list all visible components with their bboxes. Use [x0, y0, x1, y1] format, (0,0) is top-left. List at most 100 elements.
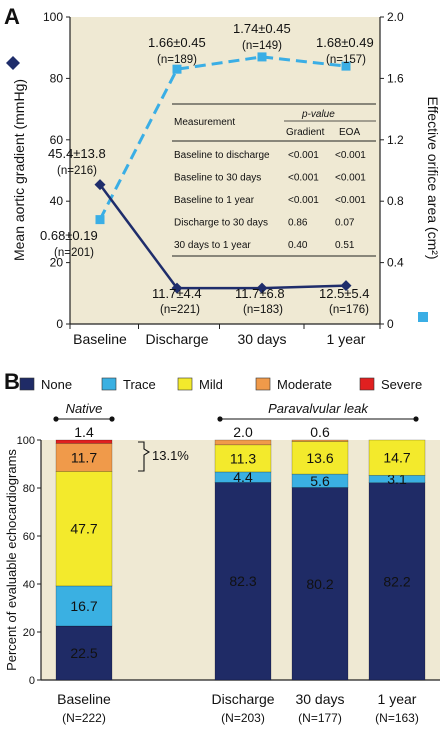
legend-swatch [101, 377, 117, 391]
gradient-n-discharge: (n=221) [160, 304, 200, 316]
x-category-label: 30 days [295, 691, 344, 707]
legend-label: Severe [381, 377, 422, 392]
x-n-label: (N=203) [221, 711, 265, 725]
panel-b-label: B [4, 369, 20, 394]
left-tick-label: 40 [50, 194, 64, 208]
left-tick-label: 0 [56, 317, 63, 331]
table-row-label: Baseline to 1 year [174, 195, 255, 206]
bar-segment-mild [368, 439, 426, 476]
bar-top-label: 1.4 [74, 424, 94, 440]
group-label-pvl: Paravalvular leak [268, 401, 369, 416]
eoa-annotation-30days: 1.74±0.45 [233, 21, 291, 36]
panel-a-left-ticks: 0 20 40 60 80 100 [43, 10, 70, 331]
bar-segment-label: 16.7 [70, 598, 97, 614]
eoa-annotation-1year: 1.68±0.49 [316, 35, 374, 50]
right-axis-title: Effective orifice area (cm²) [425, 96, 441, 259]
table-header-gradient: Gradient [286, 127, 325, 138]
table-cell-eoa: <0.001 [335, 173, 366, 184]
bar-segment-trace [214, 471, 272, 483]
bar-segment-none [291, 487, 349, 681]
table-cell-eoa: 0.51 [335, 240, 355, 251]
group-dot-pvl-right [413, 416, 419, 422]
panel-b-y-axis-title: Percent of evaluable echocardiograms [4, 449, 19, 671]
left-tick-label: 100 [43, 10, 63, 24]
bar-segment-label: 80.2 [306, 576, 333, 592]
legend-label: Moderate [277, 377, 332, 392]
bar-segment-label: 82.2 [383, 573, 410, 589]
table-header-measurement: Measurement [174, 117, 235, 128]
table-rows: Baseline to discharge <0.001 <0.001 Baselin… [174, 150, 366, 251]
panel-a-right-ticks: 0 0.4 0.8 1.2 1.6 2.0 [380, 10, 404, 331]
bar-discharge: 82.3 4.4 11.3 2.0 [214, 424, 272, 681]
bar-segment-moderate [214, 439, 272, 446]
table-cell-eoa: <0.001 [335, 195, 366, 206]
pvalue-table: p-value Measurement Gradient EOA Baselin… [172, 103, 376, 257]
panel-a-x-ticks: Baseline Discharge 30 days 1 year [69, 324, 381, 347]
bar-segment-severe [55, 439, 113, 444]
table-row-label: 30 days to 1 year [174, 240, 251, 251]
x-n-label: (N=222) [62, 711, 106, 725]
table-header-eoa: EOA [339, 127, 360, 138]
gradient-point [94, 179, 106, 191]
eoa-n-30days: (n=149) [242, 40, 282, 52]
x-category-label: 1 year [378, 691, 417, 707]
bar-segment-trace [55, 585, 113, 627]
x-n-label: (N=163) [375, 711, 419, 725]
panel-a-plot-area [70, 17, 380, 324]
right-tick-label: 2.0 [387, 10, 404, 24]
eoa-n-1year: (n=157) [326, 54, 366, 66]
y-tick-label: 80 [23, 483, 35, 495]
eoa-annotation-discharge: 1.66±0.45 [148, 35, 206, 50]
bar-segment-label: 5.6 [310, 473, 330, 489]
panel-b-y-ticks: 0 20 40 60 80 100 [17, 435, 41, 687]
bar-segment-moderate [55, 443, 113, 472]
bar-1-year: 82.23.114.7 [368, 439, 426, 681]
gradient-annotation-1year: 12.5±5.4 [319, 286, 370, 301]
gradient-n-30days: (n=183) [243, 304, 283, 316]
table-row-label: Baseline to 30 days [174, 173, 261, 184]
legend-swatch [19, 377, 35, 391]
group-dot-pvl-left [217, 416, 223, 422]
legend: None Trace Mild Moderate Severe [19, 377, 422, 392]
y-tick-label: 0 [29, 675, 35, 687]
legend-label: Mild [199, 377, 223, 392]
table-row-label: Discharge to 30 days [174, 218, 268, 229]
bar-segment-mild [291, 441, 349, 475]
gradient-n-1year: (n=176) [329, 304, 369, 316]
gradient-series [94, 179, 352, 294]
bar-segment-label: 13.6 [306, 450, 333, 466]
x-tick-label: 1 year [327, 331, 366, 347]
table-cell-gradient: 0.86 [288, 218, 308, 229]
bar-top-label: 2.0 [233, 424, 253, 440]
panel-a-label: A [4, 4, 20, 29]
eoa-n-baseline: (n=201) [54, 247, 94, 259]
x-tick-label: 30 days [237, 331, 286, 347]
eoa-point [95, 215, 105, 225]
bar-segment-mild [55, 471, 113, 587]
gradient-annotation-baseline: 45.4±13.8 [48, 146, 106, 161]
y-tick-label: 40 [23, 579, 35, 591]
left-tick-label: 20 [50, 256, 64, 270]
gradient-point [340, 280, 352, 292]
group-dot-native-right [109, 416, 115, 422]
legend-swatch [177, 377, 193, 391]
y-tick-label: 20 [23, 627, 35, 639]
bracket-label: 13.1% [152, 448, 189, 463]
bar-segment-moderate [291, 439, 349, 442]
bar-segment-label: 11.3 [230, 450, 256, 466]
eoa-n-discharge: (n=189) [157, 54, 197, 66]
gradient-legend-diamond-icon [6, 56, 20, 70]
bar-baseline: 22.5 16.7 47.7 11.7 1.4 [55, 424, 113, 681]
eoa-annotation-baseline: 0.68±0.19 [40, 228, 98, 243]
left-tick-label: 60 [50, 133, 64, 147]
y-tick-label: 60 [23, 531, 35, 543]
gradient-point [256, 282, 268, 294]
gradient-annotation-30days: 11.7±6.8 [235, 286, 285, 301]
right-tick-label: 0.8 [387, 194, 404, 208]
bar-segment-label: 4.4 [233, 469, 253, 485]
x-tick-label: Baseline [73, 331, 127, 347]
legend-swatch [359, 377, 375, 391]
moderate-bracket [138, 441, 151, 472]
eoa-point [172, 64, 182, 74]
